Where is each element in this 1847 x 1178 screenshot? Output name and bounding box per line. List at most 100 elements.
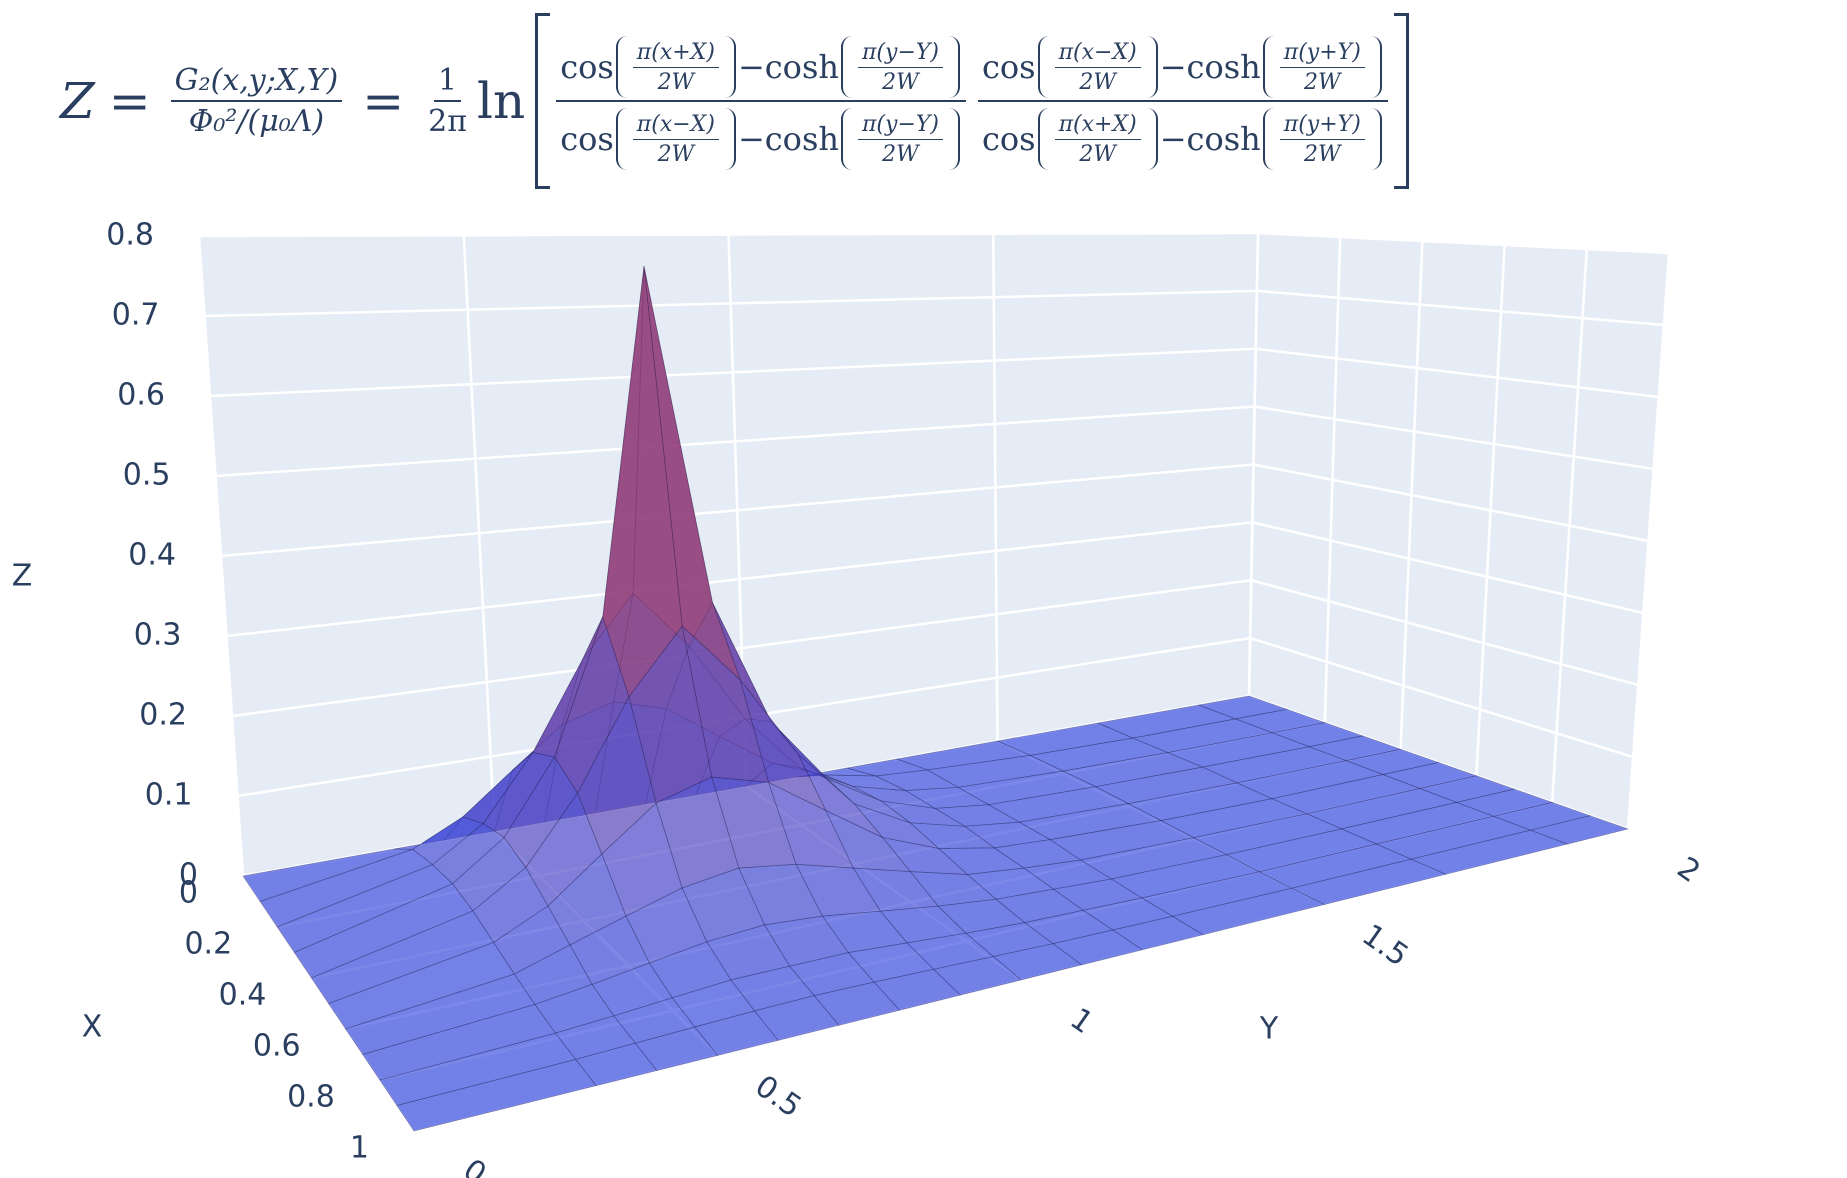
numerator: cos π(x−X) 2W − cosh π(y+Y) 2W: [977, 32, 1388, 102]
fraction: G₂(x,y;X,Y) Φ₀²/(μ₀Λ): [170, 63, 343, 139]
minus: −: [1159, 48, 1187, 86]
x-tick-label: 0.6: [253, 1029, 301, 1064]
fraction: π(x+X) 2W: [1054, 112, 1141, 167]
grid-line: [1399, 240, 1424, 750]
grid-line: [462, 235, 496, 832]
formula-lhs: Z: [60, 72, 95, 130]
arg-num: π(y+Y): [1283, 111, 1361, 137]
grid-line: [1252, 521, 1644, 615]
arg-num: π(y−Y): [861, 111, 939, 137]
surface-cell: [1410, 829, 1569, 875]
numerator: π(x−X): [632, 111, 719, 140]
arg-num: π(x−X): [636, 111, 715, 137]
arg-den: 2W: [1079, 69, 1116, 95]
surface-cell: [873, 968, 961, 1011]
denominator: 2W: [654, 140, 699, 167]
z-tick-label: 0.7: [112, 298, 160, 333]
grid-line: [1475, 244, 1506, 776]
paren-right: [1371, 108, 1382, 170]
x-tick-label: 1: [350, 1131, 369, 1166]
numerator: 1: [434, 63, 462, 102]
z-tick-label: 0.3: [134, 618, 182, 653]
y-tick-label: 2: [1671, 850, 1707, 890]
x-tick-label: 0.4: [219, 978, 267, 1013]
function-name: cos: [560, 120, 614, 158]
denominator: Φ₀²/(μ₀Λ): [185, 102, 328, 139]
arg-den: 2W: [882, 141, 919, 167]
formula-ln: ln: [476, 72, 526, 130]
fraction: π(y+Y) 2W: [1279, 40, 1365, 95]
arg-den: 2W: [882, 69, 919, 95]
y-tick-label: 1: [1064, 1001, 1100, 1041]
paren-right: [1147, 108, 1158, 170]
fraction: 1 2π: [424, 63, 471, 139]
chart-title: Z = G₂(x,y;X,Y) Φ₀²/(μ₀Λ) = 1 2π ln cos π(x+X) 2W −…: [60, 6, 1409, 196]
y-tick-label: 0: [457, 1152, 493, 1178]
numerator: π(x+X): [632, 40, 719, 68]
x-tick-label: 0: [179, 876, 198, 911]
arg-den: 2W: [657, 141, 695, 167]
numerator: cos π(x+X) 2W − cosh π(y−Y) 2W: [556, 32, 966, 102]
paren-right: [725, 108, 736, 170]
numerator: π(y−Y): [857, 40, 943, 68]
paren-right: [1147, 36, 1158, 98]
y-tick-label: 0.5: [748, 1069, 807, 1125]
minus: −: [1159, 120, 1187, 158]
ratio-num: G₂(x,y;X,Y): [174, 63, 339, 98]
paren-right: [1371, 36, 1382, 98]
denominator: 2W: [878, 140, 923, 167]
denominator: cos π(x−X) 2W − cosh π(y−Y) 2W: [556, 102, 966, 170]
coef-num: 1: [438, 63, 458, 98]
paren-right: [949, 36, 960, 98]
fraction: π(y−Y) 2W: [857, 40, 943, 95]
denominator: 2W: [878, 68, 923, 95]
surface-cell: [1171, 887, 1326, 936]
y-tick-label: 1.5: [1355, 918, 1414, 974]
paren-right: [725, 36, 736, 98]
formula-equals: =: [362, 72, 405, 130]
z-tick-label: 0.5: [123, 458, 171, 493]
fraction: π(x−X) 2W: [1054, 40, 1141, 95]
function-name: cos: [981, 120, 1036, 158]
x-tick-label: 0.2: [184, 927, 232, 962]
numerator: π(y−Y): [857, 111, 943, 140]
z-axis-title: Z: [12, 559, 33, 594]
z-tick-label: 0: [179, 858, 198, 893]
paren-left: [1037, 108, 1049, 170]
z-tick-label: 0.6: [117, 378, 165, 413]
paren-left: [1262, 108, 1274, 170]
function-name: cosh: [1186, 120, 1261, 158]
z-tick-label: 0.2: [139, 698, 187, 733]
paren-left: [840, 36, 852, 98]
grid-line: [1256, 289, 1664, 327]
paren-left: [840, 108, 852, 170]
arg-den: 2W: [1079, 141, 1116, 167]
denominator: 2π: [424, 102, 471, 139]
grid-line: [1255, 347, 1659, 399]
fraction: π(x+X) 2W: [632, 40, 719, 95]
side-wall: [1249, 233, 1669, 829]
paren-right: [949, 108, 960, 170]
paren-left: [615, 36, 627, 98]
numerator: π(y+Y): [1279, 40, 1365, 68]
y-axis-title: Y: [1259, 1012, 1279, 1047]
x-axis-title: X: [82, 1010, 103, 1045]
back-wall: [199, 233, 1258, 876]
denominator: 2W: [1300, 68, 1345, 95]
fraction: cos π(x−X) 2W − cosh π(y+Y) 2W cos π(x+X) 2W − cosh…: [977, 32, 1388, 170]
grid-line: [1257, 231, 1670, 255]
numerator: π(x−X): [1054, 40, 1141, 68]
z-tick-label: 0.4: [128, 538, 176, 573]
z-tick-label: 0.1: [145, 778, 193, 813]
fraction: cos π(x+X) 2W − cosh π(y−Y) 2W cos π(x−X) 2W − cosh…: [556, 32, 966, 170]
minus: −: [737, 48, 765, 86]
paren-left: [1262, 36, 1274, 98]
function-name: cos: [981, 48, 1036, 86]
denominator: cos π(x+X) 2W − cosh π(y+Y) 2W: [978, 102, 1388, 170]
x-tick-label: 0.8: [287, 1080, 335, 1115]
grid-line: [1247, 232, 1260, 697]
grid-line: [1249, 636, 1634, 759]
function-name: cosh: [1186, 48, 1261, 86]
fraction: π(y+Y) 2W: [1279, 111, 1365, 167]
